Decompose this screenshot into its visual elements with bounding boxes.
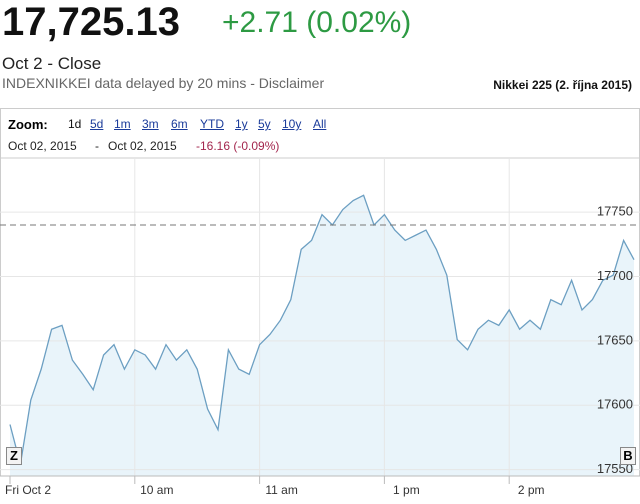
zoom-button[interactable]: Z (6, 447, 22, 465)
x-tick-label: Fri Oct 2 (5, 483, 51, 497)
zoom-option[interactable]: 5y (258, 117, 271, 131)
zoom-option[interactable]: 1d (68, 117, 82, 131)
x-tick-label: 10 am (140, 483, 173, 497)
x-tick-label: 1 pm (393, 483, 420, 497)
zoom-option[interactable]: 6m (171, 117, 188, 131)
y-tick-label: 17700 (597, 268, 633, 283)
caption: Nikkei 225 (2. října 2015) (493, 78, 632, 92)
zoom-option[interactable]: 1m (114, 117, 131, 131)
range-change: -16.16 (-0.09%) (196, 139, 280, 153)
b-button[interactable]: B (620, 447, 636, 465)
price-line (9, 194, 635, 465)
zoom-option[interactable]: 10y (282, 117, 302, 131)
zoom-option[interactable]: 3m (142, 117, 159, 131)
source-note[interactable]: INDEXNIKKEI data delayed by 20 mins - Di… (2, 75, 325, 91)
y-tick-label: 17650 (597, 332, 633, 347)
range-end[interactable]: Oct 02, 2015 (108, 139, 177, 153)
range-start[interactable]: Oct 02, 2015 (8, 139, 77, 153)
x-tick-label: 2 pm (518, 483, 545, 497)
y-tick-label: 17750 (597, 204, 633, 219)
y-tick-label: 17600 (597, 397, 633, 412)
price: 17,725.13 (2, 0, 180, 44)
zoom-option[interactable]: 5d (90, 117, 104, 131)
x-tick-label: 11 am (265, 483, 297, 497)
range-separator: - (95, 139, 99, 153)
zoom-option[interactable]: YTD (200, 117, 224, 131)
zoom-label: Zoom: (8, 117, 48, 132)
date-label: Oct 2 - Close (2, 54, 102, 73)
zoom-option[interactable]: 1y (235, 117, 248, 131)
price-change: +2.71 (0.02%) (222, 6, 412, 39)
area-fill (10, 195, 634, 476)
zoom-option[interactable]: All (313, 117, 327, 131)
